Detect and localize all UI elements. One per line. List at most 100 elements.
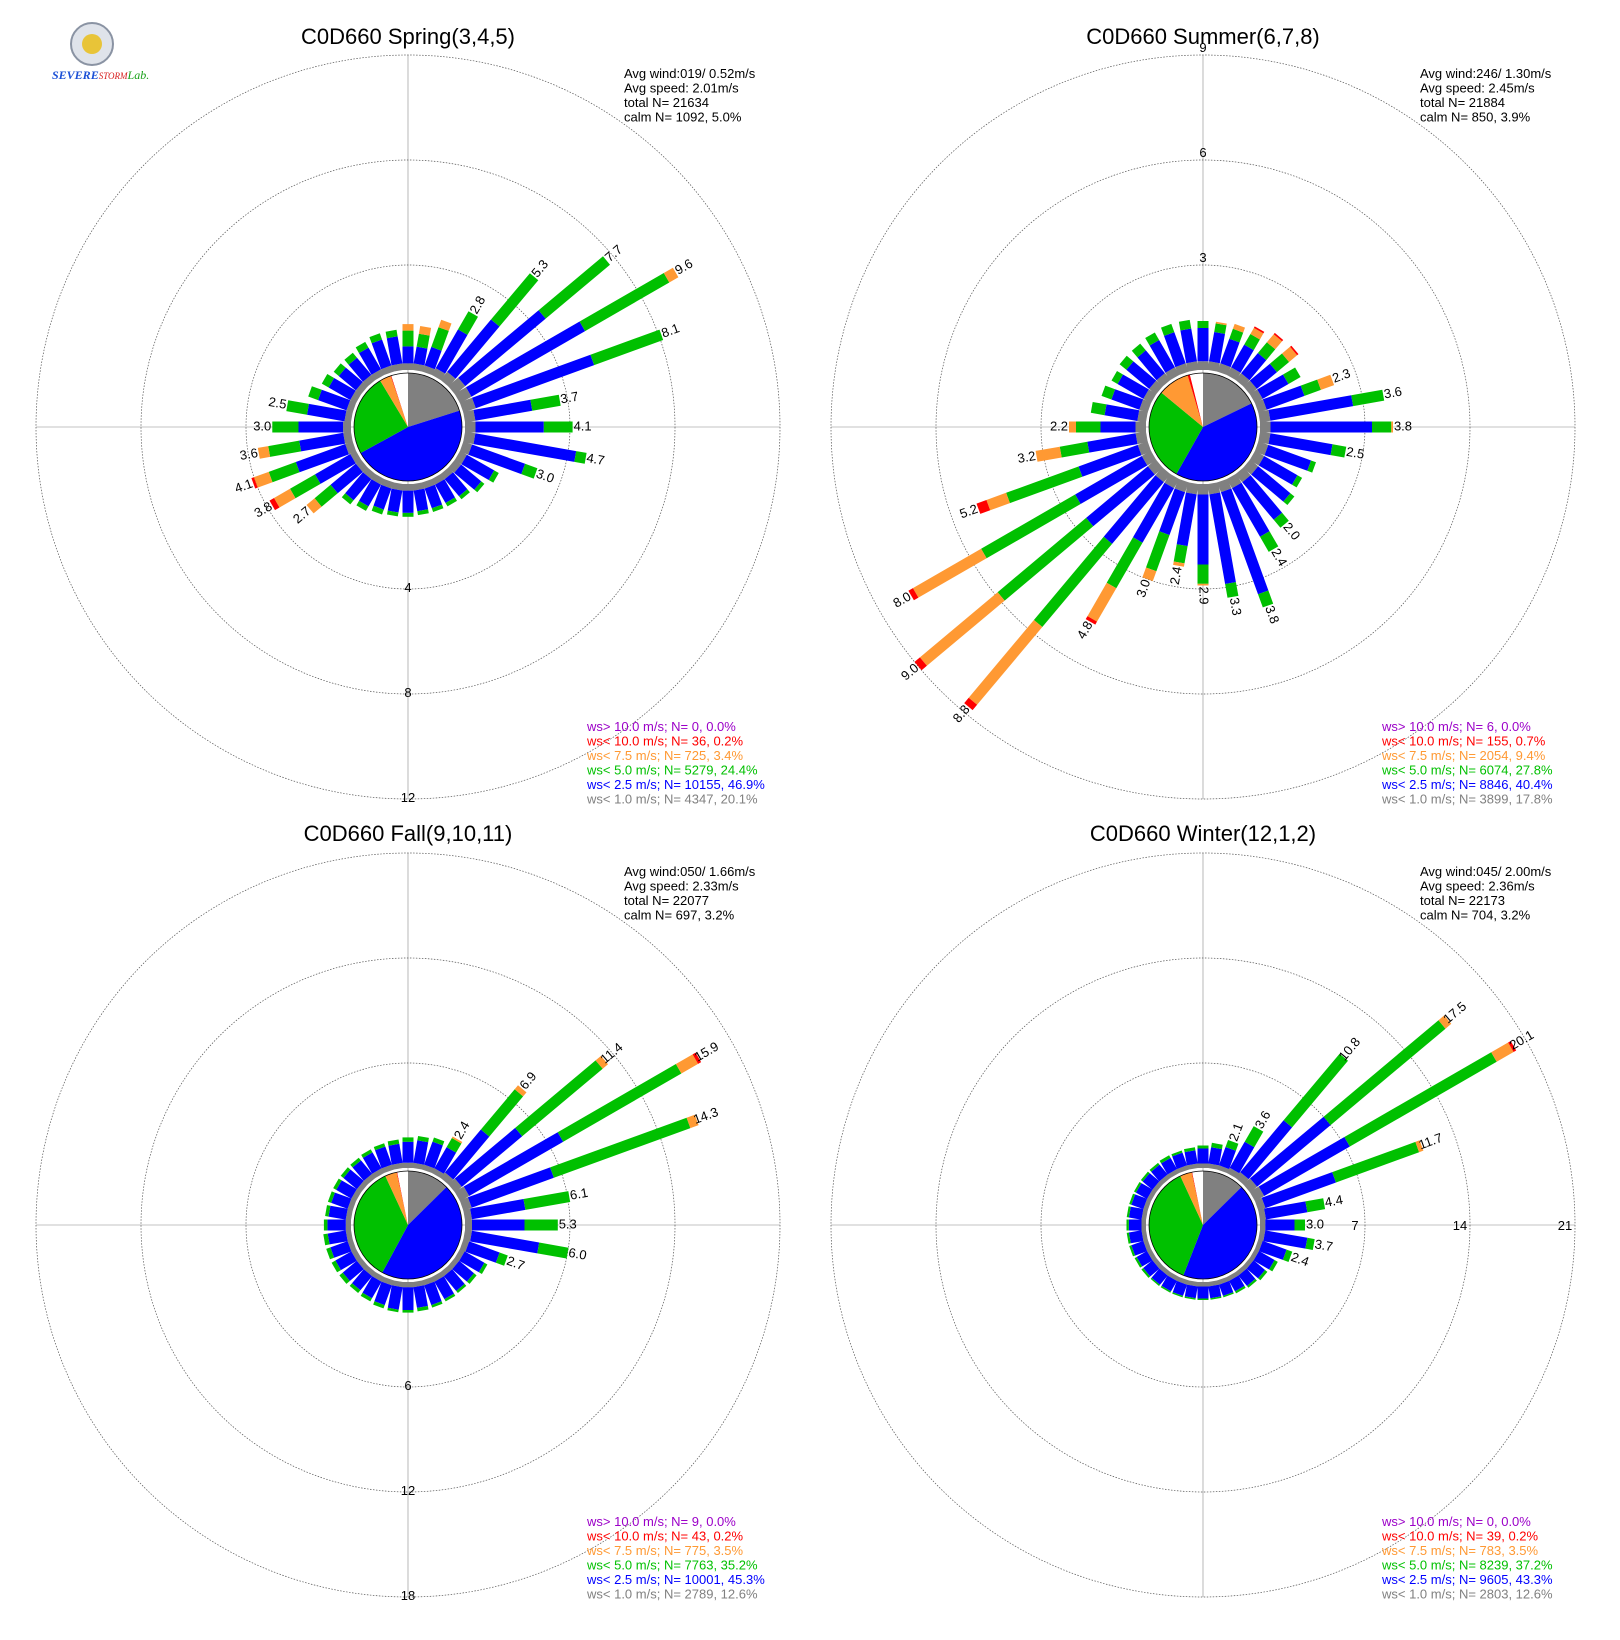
petal-segment xyxy=(327,1219,346,1231)
petal-segment xyxy=(1172,1292,1183,1298)
ring-tick-label: 18 xyxy=(401,1588,415,1603)
petal-segment xyxy=(1141,1268,1151,1278)
petal-segment xyxy=(1415,1140,1424,1153)
petal-segment xyxy=(417,509,429,516)
petal-segment xyxy=(268,462,300,483)
petal-segment xyxy=(463,409,476,423)
petal-segment xyxy=(663,267,679,283)
petal-segment xyxy=(579,273,670,332)
petal-segment xyxy=(475,421,544,433)
petal-segment xyxy=(1197,1298,1209,1300)
petal-segment xyxy=(387,510,399,517)
legend-entry: ws< 1.0 m/s; N= 2789, 12.6% xyxy=(586,1587,758,1602)
petal-value-label: 2.4 xyxy=(1167,565,1185,585)
petal-segment xyxy=(1146,531,1170,572)
petal-segment xyxy=(1197,1286,1209,1299)
petal-value-label: 3.2 xyxy=(1016,448,1036,466)
center-pie-slice xyxy=(1161,375,1203,427)
petal-segment xyxy=(375,1146,392,1169)
petal-segment xyxy=(1317,374,1335,390)
petal-segment xyxy=(463,1229,472,1242)
petal-segment xyxy=(1220,488,1269,595)
logo-text-severe: SEVERE xyxy=(52,68,99,82)
petal-segment xyxy=(446,1138,462,1153)
petal-segment xyxy=(454,1248,465,1261)
wind-rose-panel-1: 48122.85.37.79.68.13.74.14.73.02.73.84.1… xyxy=(35,24,781,807)
petal-value-label: 6.0 xyxy=(567,1245,587,1263)
petal-segment xyxy=(1161,1157,1177,1175)
petal-segment xyxy=(343,431,353,444)
petal-segment xyxy=(1126,1219,1129,1231)
petal-segment xyxy=(391,1162,404,1170)
petal-segment xyxy=(440,467,454,480)
petal-segment xyxy=(448,459,462,473)
petal-segment xyxy=(590,329,664,366)
petal-segment xyxy=(274,488,296,508)
petal-segment xyxy=(495,1252,508,1266)
petal-segment xyxy=(355,381,368,395)
stats-line: Avg speed: 2.01m/s xyxy=(624,81,739,96)
petal-segment xyxy=(352,1160,373,1181)
petal-segment xyxy=(371,505,384,515)
stats-line: Avg wind:246/ 1.30m/s xyxy=(1420,66,1552,81)
petal-segment xyxy=(459,441,473,455)
petal-segment xyxy=(523,1191,571,1210)
petal-segment xyxy=(543,421,573,433)
petal-segment xyxy=(299,432,346,452)
petal-segment xyxy=(1249,1186,1265,1202)
petal-segment xyxy=(1145,332,1160,346)
range-ring xyxy=(35,54,781,800)
petal-segment xyxy=(1208,1284,1222,1299)
petal-value-label: 3.8 xyxy=(1394,418,1412,433)
petal-segment xyxy=(1137,441,1152,456)
petal-segment xyxy=(402,512,414,517)
petal-segment xyxy=(1258,1229,1266,1242)
petal-segment xyxy=(538,256,610,319)
center-pie-slice xyxy=(382,1187,462,1279)
petal-segment xyxy=(1069,421,1076,433)
petal-segment xyxy=(356,1180,368,1193)
petal-segment xyxy=(363,1265,376,1277)
petal-segment xyxy=(452,1260,474,1282)
petal-segment xyxy=(1160,1285,1171,1293)
petal-segment xyxy=(1085,616,1097,625)
petal-segment xyxy=(1268,433,1333,456)
petal-segment xyxy=(1226,1271,1239,1281)
petal-segment xyxy=(1207,1163,1220,1170)
ring-tick-label: 9 xyxy=(1199,40,1206,55)
petal-segment xyxy=(381,478,394,489)
petal-segment xyxy=(1209,332,1225,364)
petal-segment xyxy=(463,431,476,445)
petal-segment xyxy=(1251,466,1291,502)
petal-segment xyxy=(1330,444,1347,458)
petal-segment xyxy=(361,1149,373,1158)
petal-segment xyxy=(350,390,362,404)
petal-segment xyxy=(371,473,385,485)
petal-segment xyxy=(444,472,468,497)
range-ring xyxy=(35,852,781,1598)
range-ring xyxy=(935,957,1471,1493)
wind-rose-panel-2: 3692.33.63.82.52.02.43.83.32.92.43.04.88… xyxy=(830,24,1576,807)
petal-value-label: 20.1 xyxy=(1507,1027,1536,1053)
petal-segment xyxy=(1241,353,1267,381)
petal-segment xyxy=(360,1292,372,1302)
petal-segment xyxy=(468,444,526,475)
petal-segment xyxy=(1264,1201,1308,1220)
petal-segment xyxy=(447,319,500,379)
petal-segment xyxy=(349,1283,361,1293)
petal-segment xyxy=(1185,482,1199,495)
petal-segment xyxy=(333,363,346,376)
stats-line: total N= 22077 xyxy=(624,893,709,908)
petal-segment xyxy=(467,1167,554,1208)
petal-segment xyxy=(914,657,927,671)
petal-segment xyxy=(1151,1268,1168,1285)
petal-segment xyxy=(908,588,919,601)
center-pie-slice xyxy=(1180,1172,1203,1225)
petal-segment xyxy=(1258,1208,1266,1221)
petal-value-label: 6.1 xyxy=(569,1185,589,1203)
petal-segment xyxy=(253,471,273,488)
petal-segment xyxy=(388,1143,403,1165)
petal-segment xyxy=(1131,1240,1148,1256)
petal-segment xyxy=(333,1178,342,1190)
petal-segment xyxy=(448,377,466,395)
